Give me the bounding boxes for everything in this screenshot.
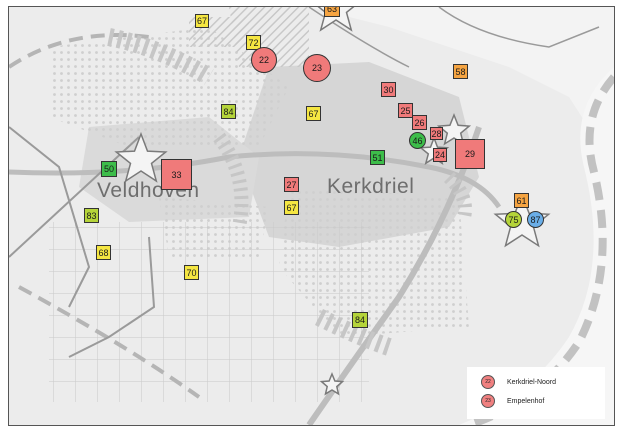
map-marker[interactable]: 30 <box>381 82 396 97</box>
map-marker[interactable]: 50 <box>101 161 117 177</box>
map-marker[interactable]: 83 <box>84 208 99 223</box>
map-marker[interactable]: 29 <box>455 139 485 169</box>
star-icon <box>114 131 168 183</box>
map-marker[interactable]: 61 <box>514 193 529 208</box>
map-marker[interactable]: 23 <box>303 54 331 82</box>
town-label-kerkdriel: Kerkdriel <box>327 175 415 198</box>
map-marker[interactable]: 63 <box>324 7 340 17</box>
map-marker[interactable]: 75 <box>505 211 522 228</box>
map-marker[interactable]: 58 <box>453 64 468 79</box>
legend-item: 22 Kerkdriel-Noord <box>481 375 556 389</box>
map-marker[interactable]: 24 <box>433 148 447 162</box>
map-marker[interactable]: 27 <box>284 177 299 192</box>
map-marker[interactable]: 33 <box>161 159 192 190</box>
map-marker[interactable]: 67 <box>195 14 209 28</box>
legend-label: Kerkdriel-Noord <box>507 378 557 386</box>
legend: 22 Kerkdriel-Noord 23 Empelenhof <box>467 367 605 419</box>
map-frame[interactable]: Veldhoven Kerkdriel 67 72 22 23 63 58 84 67 30 25… <box>8 6 615 426</box>
map-marker[interactable]: 70 <box>184 265 199 280</box>
map-marker[interactable]: 84 <box>352 312 368 328</box>
legend-marker: 23 <box>481 394 495 408</box>
map-marker[interactable]: 51 <box>370 150 385 165</box>
map-marker[interactable]: 67 <box>306 106 321 121</box>
legend-item: 23 Empelenhof <box>481 394 544 408</box>
map-marker[interactable]: 25 <box>398 103 413 118</box>
map-marker[interactable]: 46 <box>409 132 426 149</box>
star-icon <box>319 372 345 396</box>
legend-marker: 22 <box>481 375 495 389</box>
map-marker[interactable]: 84 <box>221 104 236 119</box>
map-marker[interactable]: 87 <box>527 211 544 228</box>
map-marker[interactable]: 28 <box>430 127 443 140</box>
star-icon <box>436 112 472 146</box>
map-marker[interactable]: 72 <box>246 35 261 50</box>
map-marker[interactable]: 68 <box>96 245 111 260</box>
map-marker[interactable]: 67 <box>284 200 299 215</box>
legend-label: Empelenhof <box>507 397 545 405</box>
map-marker[interactable]: 22 <box>251 47 277 73</box>
map-marker[interactable]: 26 <box>412 115 427 130</box>
